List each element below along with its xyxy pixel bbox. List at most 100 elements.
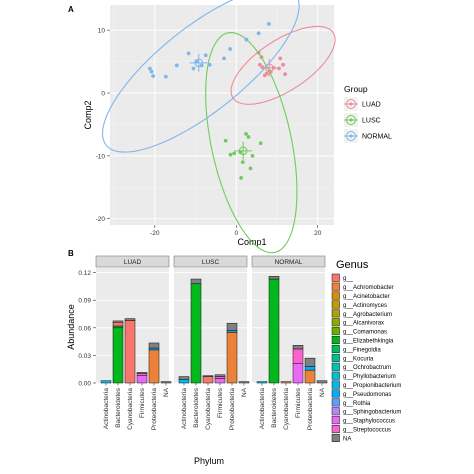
genus-key-g-elizabethkingia — [331, 336, 340, 345]
facet-strip-normal — [251, 255, 326, 268]
bar-lusc-proteobacteria-g-achromobacter — [226, 332, 238, 384]
point-lusc — [228, 152, 233, 157]
genus-key-g-phyllobacterium — [331, 371, 340, 380]
genus-label-g-staphylococcus: g__Staphylococcus — [343, 419, 395, 425]
genus-label-na: NA — [343, 436, 351, 442]
bar-luad-proteobacteria-g-pseudomonas — [148, 347, 160, 351]
genus-key-na — [331, 433, 340, 442]
bar-normal-proteobacteria-g-achromobacter — [304, 369, 316, 384]
legend-label-luad: LUAD — [362, 102, 381, 109]
ellipse-lusc — [205, 32, 298, 254]
genus-legend: Genus g__ g__Achromobacter g__Acinetobacte… — [331, 259, 401, 442]
genus-label-g-streptococcus: g__Streptococcus — [343, 428, 391, 434]
bar-y-tick-label: 0.00 — [78, 381, 91, 388]
genus-legend-title: Genus — [336, 259, 369, 271]
bar-lusc-proteobacteria-na — [226, 322, 238, 331]
bar-y-tick-label: 0.06 — [78, 325, 91, 332]
point-lusc — [250, 153, 255, 158]
bar-luad-bacteroidetes-g-finegoldia — [112, 325, 124, 329]
bar-x-tick-label-normal: Bacteroidetes — [271, 387, 278, 427]
bar-x-tick-label-luad: Firmicutes — [139, 387, 146, 418]
legend-key-normal — [346, 131, 356, 141]
bar-luad-bacteroidetes-g — [112, 322, 124, 327]
facet-strip-lusc — [173, 255, 248, 268]
point-normal — [186, 51, 191, 56]
bar-lusc-firmicutes-g-staphylococcus — [214, 378, 226, 384]
legend-key-dot-luad — [349, 102, 353, 106]
bar-x-tick-label-luad: Cyanobacteria — [127, 388, 134, 430]
scatter-y-axis-title: Comp2 — [83, 100, 93, 129]
scatter-y-tick-label: -20 — [96, 216, 106, 223]
ellipse-normal — [102, 0, 300, 153]
genus-key-g-propionibacterium — [331, 380, 340, 389]
legend-label-lusc: LUSC — [362, 118, 381, 125]
bar-x-tick-label-lusc: Bacteroidetes — [193, 387, 200, 427]
genus-key-g-achromobacter — [331, 282, 340, 291]
bar-y-tick-label: 0.09 — [78, 298, 91, 305]
bar-luad-firmicutes-g-streptococcus — [136, 373, 148, 376]
scatter-y-tick-label: 10 — [98, 28, 106, 35]
genus-key-g-kocuria — [331, 353, 340, 362]
facet-label-lusc: LUSC — [202, 259, 220, 266]
bar-x-tick-label-normal: Actinobacteria — [259, 388, 266, 430]
bar-luad-na-na — [160, 381, 172, 384]
point-luad — [264, 71, 269, 76]
bar-x-tick-label-normal: Proteobacteria — [307, 388, 314, 431]
genus-label-g-pseudomonas: g__Pseudomonas — [343, 392, 391, 398]
genus-key-g-streptococcus — [331, 425, 340, 434]
point-lusc — [246, 135, 251, 139]
point-normal — [228, 47, 233, 51]
bar-lusc-actinobacteria-na — [178, 376, 190, 380]
point-lusc — [240, 160, 245, 165]
scatter-plot-area: -20 0 20 10 0 -10 -20 — [96, 0, 336, 254]
bar-normal-firmicutes-na — [292, 345, 304, 350]
point-normal — [151, 74, 156, 78]
bar-luad-bacteroidetes-g-elizabethkingia — [112, 327, 124, 384]
bar-x-tick-label-lusc: Actinobacteria — [181, 388, 188, 430]
bar-lusc-bacteroidetes-na — [190, 278, 202, 284]
genus-label-g: g__ — [343, 276, 354, 282]
genus-label-g-propionibacterium: g__Propionibacterium — [343, 383, 401, 389]
bar-x-tick-label-normal: NA — [319, 387, 326, 397]
point-lusc — [239, 175, 244, 180]
genus-key-g-pseudomonas — [331, 389, 340, 398]
bar-luad-actinobacteria-g-propionibacterium — [100, 380, 112, 384]
scatter-x-tick-label: -20 — [150, 230, 160, 237]
legend-key-lusc — [346, 115, 356, 125]
point-normal — [266, 21, 271, 26]
genus-label-g-rothia: g__Rothia — [343, 401, 371, 407]
point-normal — [174, 63, 179, 68]
point-normal — [148, 66, 152, 71]
ellipse-luad — [230, 25, 336, 105]
point-normal — [191, 66, 196, 71]
scatter-y-tick-label: -10 — [96, 153, 106, 160]
point-lusc — [248, 166, 253, 171]
genus-key-g-acinetobacter — [331, 291, 340, 300]
bar-x-tick-label-normal: Cyanobacteria — [283, 388, 290, 430]
point-normal — [244, 37, 249, 42]
genus-key-g-staphylococcus — [331, 416, 340, 425]
bar-x-tick-label-lusc: Proteobacteria — [229, 388, 236, 431]
bar-lusc-proteobacteria-g-pseudomonas — [226, 330, 238, 333]
bar-normal-actinobacteria-g-propionibacterium — [256, 381, 268, 384]
legend-key-luad — [346, 99, 356, 109]
genus-label-g-kocuria: g__Kocuria — [343, 356, 374, 362]
genus-label-g-comamonas: g__Comamonas — [343, 330, 387, 336]
point-normal — [222, 56, 226, 61]
genus-label-g-agrobacterium: g__Agrobacterium — [343, 312, 392, 318]
bar-luad-cyanobacteria-na — [124, 318, 136, 321]
bar-x-tick-label-luad: Proteobacteria — [151, 388, 158, 431]
scatter-legend-title: Group — [344, 84, 368, 94]
bar-luad-bacteroidetes-na — [112, 320, 124, 323]
bar-x-tick-label-lusc: NA — [241, 387, 248, 397]
genus-label-g-actinomyces: g__Actinomyces — [343, 303, 387, 309]
bar-luad-firmicutes-na — [136, 372, 148, 374]
bar-normal-bacteroidetes-na — [268, 276, 280, 280]
panel-label-b: B — [68, 249, 74, 258]
point-normal — [203, 53, 208, 58]
genus-label-g-achromobacter: g__Achromobacter — [343, 285, 394, 291]
facet-strip-luad — [95, 255, 170, 268]
bar-x-tick-label-normal: Firmicutes — [295, 387, 302, 418]
genus-label-g-elizabethkingia: g__Elizabethkingia — [343, 339, 394, 345]
genus-key-g-rothia — [331, 398, 340, 407]
